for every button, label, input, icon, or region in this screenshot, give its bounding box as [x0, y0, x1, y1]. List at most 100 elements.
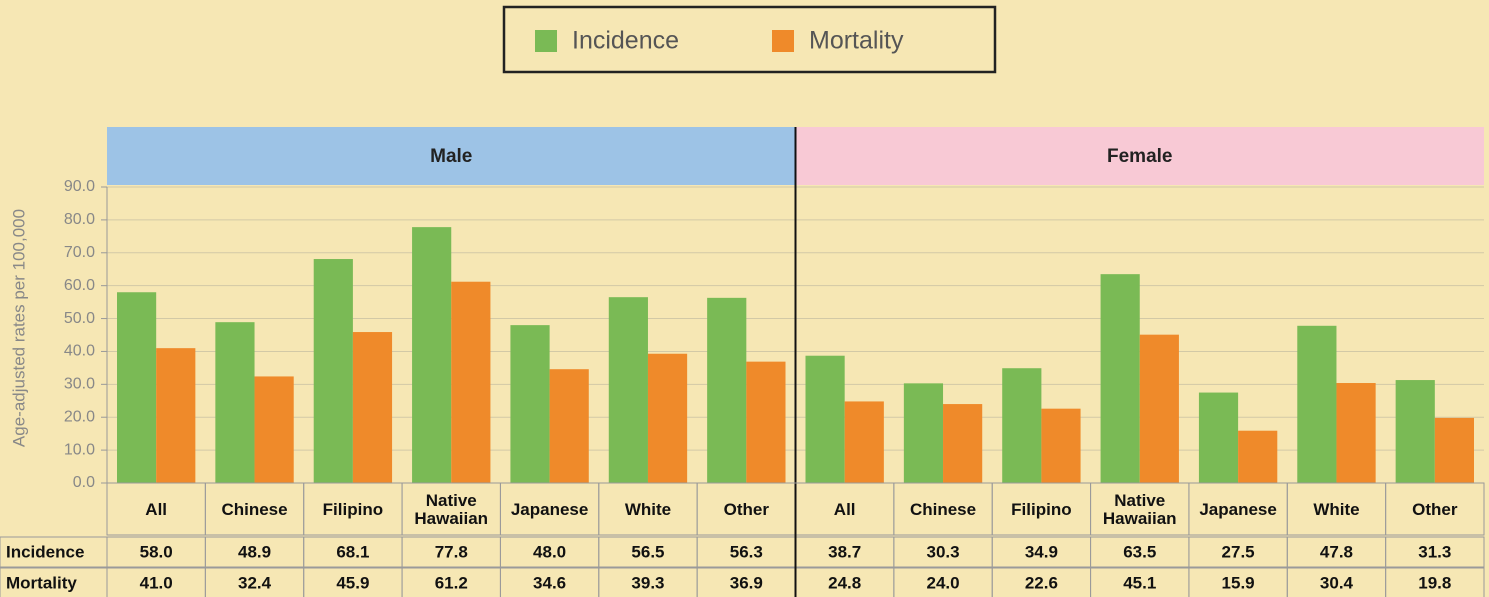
- bar: [845, 401, 884, 483]
- x-tick-label: Native Hawaiian: [402, 483, 500, 537]
- category-cell: White: [599, 483, 697, 537]
- category-cell: All: [796, 483, 894, 537]
- bar: [806, 356, 845, 483]
- y-tick-label: 10.0: [64, 441, 95, 458]
- table-value: 22.6: [1025, 573, 1058, 592]
- table-value: 34.6: [533, 573, 566, 592]
- bar: [904, 383, 943, 483]
- x-tick-label: White: [1287, 483, 1385, 537]
- x-tick-label: Filipino: [992, 483, 1090, 537]
- panel-title: Female: [1107, 146, 1172, 167]
- table-value: 58.0: [140, 542, 173, 561]
- x-tick-label: Other: [697, 483, 795, 537]
- bar: [412, 227, 451, 483]
- table-value: 48.0: [533, 542, 566, 561]
- table-value: 32.4: [238, 573, 272, 592]
- x-tick-label: Filipino: [304, 483, 402, 537]
- x-tick-label: Japanese: [1189, 483, 1287, 537]
- bar: [156, 348, 195, 483]
- table-value: 38.7: [828, 542, 861, 561]
- chart: Age-adjusted rates per 100,000 0.0 10.0 20…: [0, 0, 1489, 597]
- legend-swatch: [535, 30, 557, 52]
- table-value: 56.5: [631, 542, 664, 561]
- y-tick-label: 80.0: [64, 211, 95, 228]
- table-value: 77.8: [435, 542, 468, 561]
- bar: [1238, 431, 1277, 483]
- x-tick-label: White: [599, 483, 697, 537]
- category-cell: Other: [697, 483, 795, 537]
- panel-title: Male: [430, 146, 472, 167]
- y-tick-label: 90.0: [64, 178, 95, 195]
- table-value: 24.8: [828, 573, 861, 592]
- y-tick-label: 40.0: [64, 343, 95, 360]
- row-label: Incidence: [6, 542, 84, 561]
- bar: [1297, 326, 1336, 483]
- bar: [117, 292, 156, 483]
- x-tick-label: Other: [1386, 483, 1484, 537]
- category-cell: Native Hawaiian: [402, 483, 500, 537]
- bar: [1336, 383, 1375, 483]
- category-cell: Filipino: [304, 483, 402, 537]
- category-cell: Native Hawaiian: [1091, 483, 1189, 537]
- table-value: 39.3: [631, 573, 664, 592]
- table-value: 45.9: [336, 573, 369, 592]
- bar: [1435, 418, 1474, 483]
- table-value: 30.4: [1320, 573, 1354, 592]
- bar: [451, 282, 490, 483]
- table-value: 47.8: [1320, 542, 1353, 561]
- x-tick-label: All: [796, 483, 894, 537]
- page: Age-adjusted rates per 100,000 0.0 10.0 20…: [0, 0, 1489, 597]
- table-value: 61.2: [435, 573, 468, 592]
- x-tick-label: Chinese: [205, 483, 303, 537]
- table-value: 31.3: [1418, 542, 1451, 561]
- bar: [215, 322, 254, 483]
- bar: [1140, 335, 1179, 483]
- x-tick-label: Chinese: [894, 483, 992, 537]
- table-value: 30.3: [926, 542, 959, 561]
- bar: [1002, 368, 1041, 483]
- table-value: 56.3: [730, 542, 763, 561]
- table-value: 24.0: [926, 573, 959, 592]
- category-cell: Chinese: [205, 483, 303, 537]
- bar: [609, 297, 648, 483]
- category-cell: Japanese: [500, 483, 598, 537]
- bar: [255, 376, 294, 483]
- y-tick-label: 30.0: [64, 376, 95, 393]
- bar: [314, 259, 353, 483]
- bar: [1101, 274, 1140, 483]
- table-value: 36.9: [730, 573, 763, 592]
- y-tick-label: 50.0: [64, 310, 95, 327]
- x-tick-label: Japanese: [500, 483, 598, 537]
- legend-label: Incidence: [572, 27, 679, 55]
- legend-swatch: [772, 30, 794, 52]
- bar: [510, 325, 549, 483]
- bar: [1041, 409, 1080, 483]
- table-value: 34.9: [1025, 542, 1058, 561]
- bar: [943, 404, 982, 483]
- table-value: 63.5: [1123, 542, 1156, 561]
- y-tick-label: 20.0: [64, 408, 95, 425]
- x-tick-label: All: [107, 483, 205, 537]
- category-cell: Chinese: [894, 483, 992, 537]
- bar: [1396, 380, 1435, 483]
- table-value: 48.9: [238, 542, 271, 561]
- table-value: 19.8: [1418, 573, 1451, 592]
- table-value: 45.1: [1123, 573, 1156, 592]
- bar: [550, 369, 589, 483]
- y-tick-label: 70.0: [64, 244, 95, 261]
- row-label: Mortality: [6, 573, 77, 592]
- y-tick-label: 60.0: [64, 277, 95, 294]
- x-tick-label: Native Hawaiian: [1091, 483, 1189, 537]
- category-cell: Other: [1386, 483, 1484, 537]
- y-axis-label: Age-adjusted rates per 100,000: [9, 209, 28, 447]
- category-cell: Filipino: [992, 483, 1090, 537]
- bar: [648, 354, 687, 483]
- bar: [707, 298, 746, 483]
- category-cell: White: [1287, 483, 1385, 537]
- bar: [353, 332, 392, 483]
- table-value: 68.1: [336, 542, 369, 561]
- category-cell: Japanese: [1189, 483, 1287, 537]
- legend-label: Mortality: [809, 27, 904, 55]
- table-value: 41.0: [140, 573, 173, 592]
- y-tick-label: 0.0: [73, 474, 95, 491]
